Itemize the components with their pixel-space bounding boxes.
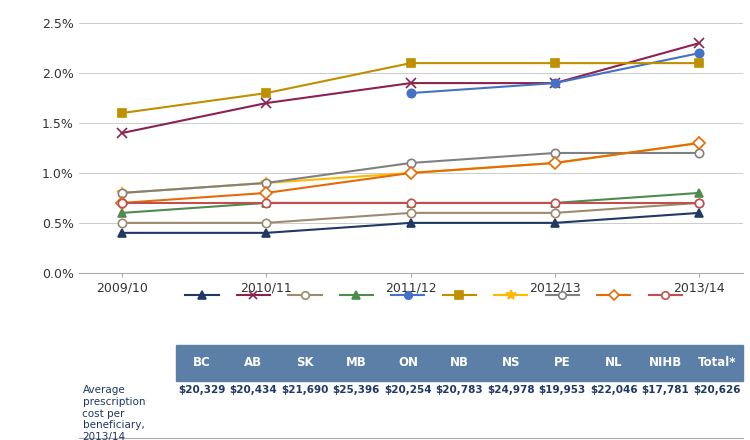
Text: AB: AB xyxy=(244,356,262,369)
Bar xyxy=(176,345,742,381)
Text: $20,254: $20,254 xyxy=(384,385,432,396)
Text: $22,046: $22,046 xyxy=(590,385,638,396)
Text: $24,978: $24,978 xyxy=(487,385,535,396)
Text: PE: PE xyxy=(554,356,571,369)
Text: $20,329: $20,329 xyxy=(178,385,226,396)
Text: Average
prescription
cost per
beneficiary,
2013/14: Average prescription cost per beneficiar… xyxy=(82,385,145,440)
Text: $17,781: $17,781 xyxy=(641,385,689,396)
Text: $20,626: $20,626 xyxy=(693,385,740,396)
Text: SK: SK xyxy=(296,356,314,369)
Text: BC: BC xyxy=(193,356,211,369)
Text: MB: MB xyxy=(346,356,367,369)
Text: $20,783: $20,783 xyxy=(436,385,483,396)
Text: $21,690: $21,690 xyxy=(281,385,328,396)
Text: NB: NB xyxy=(450,356,469,369)
Text: ON: ON xyxy=(398,356,418,369)
Text: Total*: Total* xyxy=(698,356,736,369)
Text: NL: NL xyxy=(605,356,622,369)
Text: $19,953: $19,953 xyxy=(538,385,586,396)
Text: NS: NS xyxy=(502,356,520,369)
Text: NIHB: NIHB xyxy=(649,356,682,369)
Text: $20,434: $20,434 xyxy=(230,385,278,396)
Text: $25,396: $25,396 xyxy=(333,385,380,396)
